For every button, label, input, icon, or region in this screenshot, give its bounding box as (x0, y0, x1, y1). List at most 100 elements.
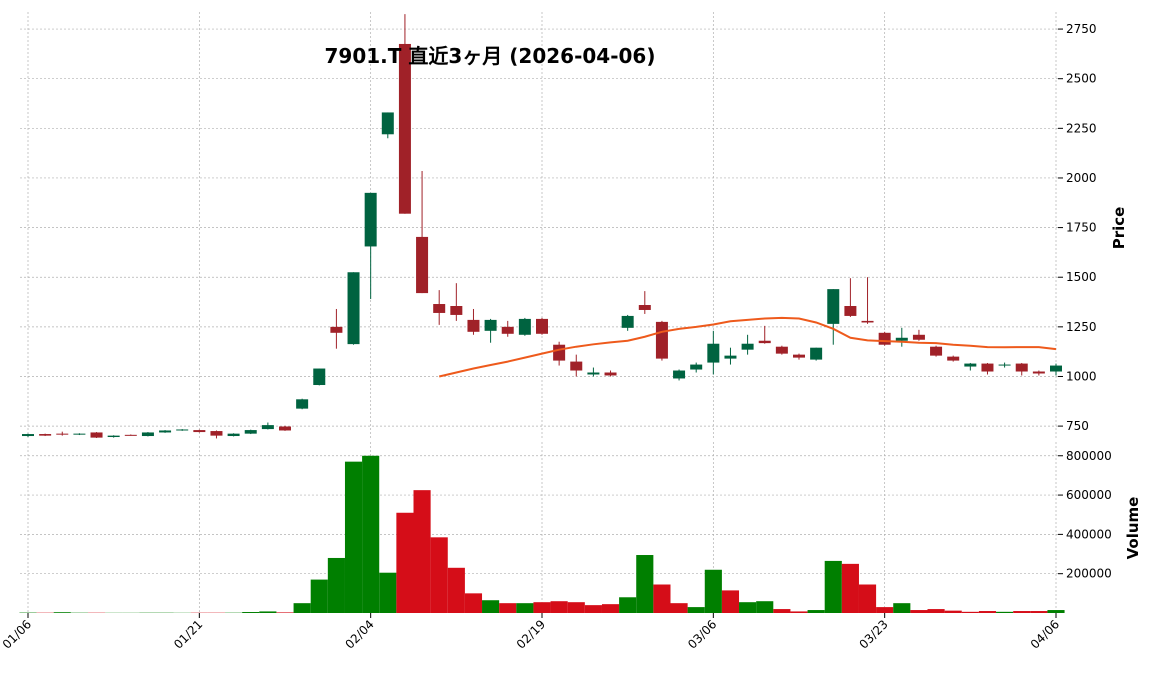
candle-body (399, 44, 411, 214)
volume-bar (568, 602, 585, 613)
candle-body (844, 306, 856, 316)
y-axis-label: Price (1110, 207, 1128, 250)
candle-body (536, 319, 548, 334)
candle-body (108, 436, 120, 437)
volume-bar (499, 603, 516, 613)
volume-tick-label: 200000 (1066, 567, 1112, 581)
candle-body (1016, 364, 1028, 372)
candle-body (176, 429, 188, 430)
volume-tick-label: 400000 (1066, 527, 1112, 541)
volume-bar (533, 602, 550, 613)
candle-body (56, 434, 68, 435)
x-tick-label: 01/06 (0, 617, 34, 651)
y-tick-label: 1250 (1066, 320, 1097, 334)
volume-bar (259, 611, 276, 613)
candle-body (142, 432, 154, 436)
candle-body (810, 348, 822, 360)
candle-body (193, 430, 205, 432)
candle-body (930, 347, 942, 356)
candle-body (759, 341, 771, 343)
volume-bar (345, 462, 362, 613)
volume-tick-label: 800000 (1066, 449, 1112, 463)
candle-body (622, 316, 634, 328)
candle-body (313, 369, 325, 385)
candle-body (742, 344, 754, 350)
volume-bar (1047, 610, 1064, 613)
volume-bar (294, 603, 311, 613)
candle-body (724, 356, 736, 359)
candle-body (913, 335, 925, 340)
volume-bar (636, 555, 653, 613)
volume-bar (756, 601, 773, 613)
candle-body (416, 237, 428, 293)
volume-bar (396, 513, 413, 613)
candle-body (262, 425, 274, 429)
y-tick-label: 2500 (1066, 72, 1097, 86)
candle-body (296, 399, 308, 408)
volume-bar (1030, 611, 1047, 613)
volume-bar (910, 610, 927, 613)
candle-body (519, 319, 531, 335)
volume-bar (962, 612, 979, 613)
candle-body (22, 434, 34, 436)
y-tick-label: 2000 (1066, 171, 1097, 185)
volume-bar (276, 612, 293, 613)
volume-bar (790, 611, 807, 613)
volume-bar (773, 609, 790, 613)
candle-body (485, 320, 497, 331)
candle-body (707, 344, 719, 363)
y-tick-label: 1500 (1066, 270, 1097, 284)
candle-body (793, 355, 805, 358)
x-tick-label: 03/06 (685, 617, 719, 651)
volume-bar (448, 568, 465, 613)
volume-bar (928, 609, 945, 613)
volume-bar (876, 607, 893, 613)
candle-body (947, 357, 959, 361)
volume-bar (619, 597, 636, 613)
chart-title: 7901.T 直近3ヶ月 (2026-04-06) (325, 44, 656, 68)
candle-body (639, 305, 651, 310)
candle-body (776, 347, 788, 354)
candle-body (879, 333, 891, 345)
volume-bar (996, 612, 1013, 613)
volume-bar (328, 558, 345, 613)
y-tick-label: 750 (1066, 419, 1089, 433)
candle-body (245, 430, 257, 434)
candle-body (827, 289, 839, 324)
volume-bar (739, 602, 756, 613)
volume-bar (516, 603, 533, 613)
volume-bar (54, 612, 71, 613)
candle-body (981, 364, 993, 372)
volume-bar (825, 561, 842, 613)
volume-bar (414, 490, 431, 613)
y-tick-label: 2250 (1066, 121, 1097, 135)
volume-tick-label: 600000 (1066, 488, 1112, 502)
x-tick-label: 03/23 (856, 617, 890, 651)
y-tick-label: 1750 (1066, 221, 1097, 235)
volume-bar (979, 611, 996, 613)
x-tick-label: 02/19 (514, 617, 548, 651)
candle-body (605, 373, 617, 376)
candle-body (1050, 366, 1062, 372)
candle-body (365, 193, 377, 247)
volume-bar (688, 607, 705, 613)
candle-body (656, 322, 668, 359)
volume-bar (465, 593, 482, 613)
volume-bar (808, 610, 825, 613)
volume-bar (311, 580, 328, 613)
volume-bar (653, 585, 670, 614)
volume-bar (551, 601, 568, 613)
x-tick-label: 02/04 (342, 617, 376, 651)
candle-body (210, 431, 222, 436)
candle-body (896, 338, 908, 341)
candle-body (279, 427, 291, 431)
candle-body (1033, 372, 1045, 374)
candle-body (467, 320, 479, 332)
volume-bar (859, 585, 876, 614)
volume-bar (379, 573, 396, 613)
volume-bar (431, 537, 448, 613)
y-tick-label: 2750 (1066, 22, 1097, 36)
volume-bar (1013, 611, 1030, 613)
volume-bar (602, 604, 619, 613)
